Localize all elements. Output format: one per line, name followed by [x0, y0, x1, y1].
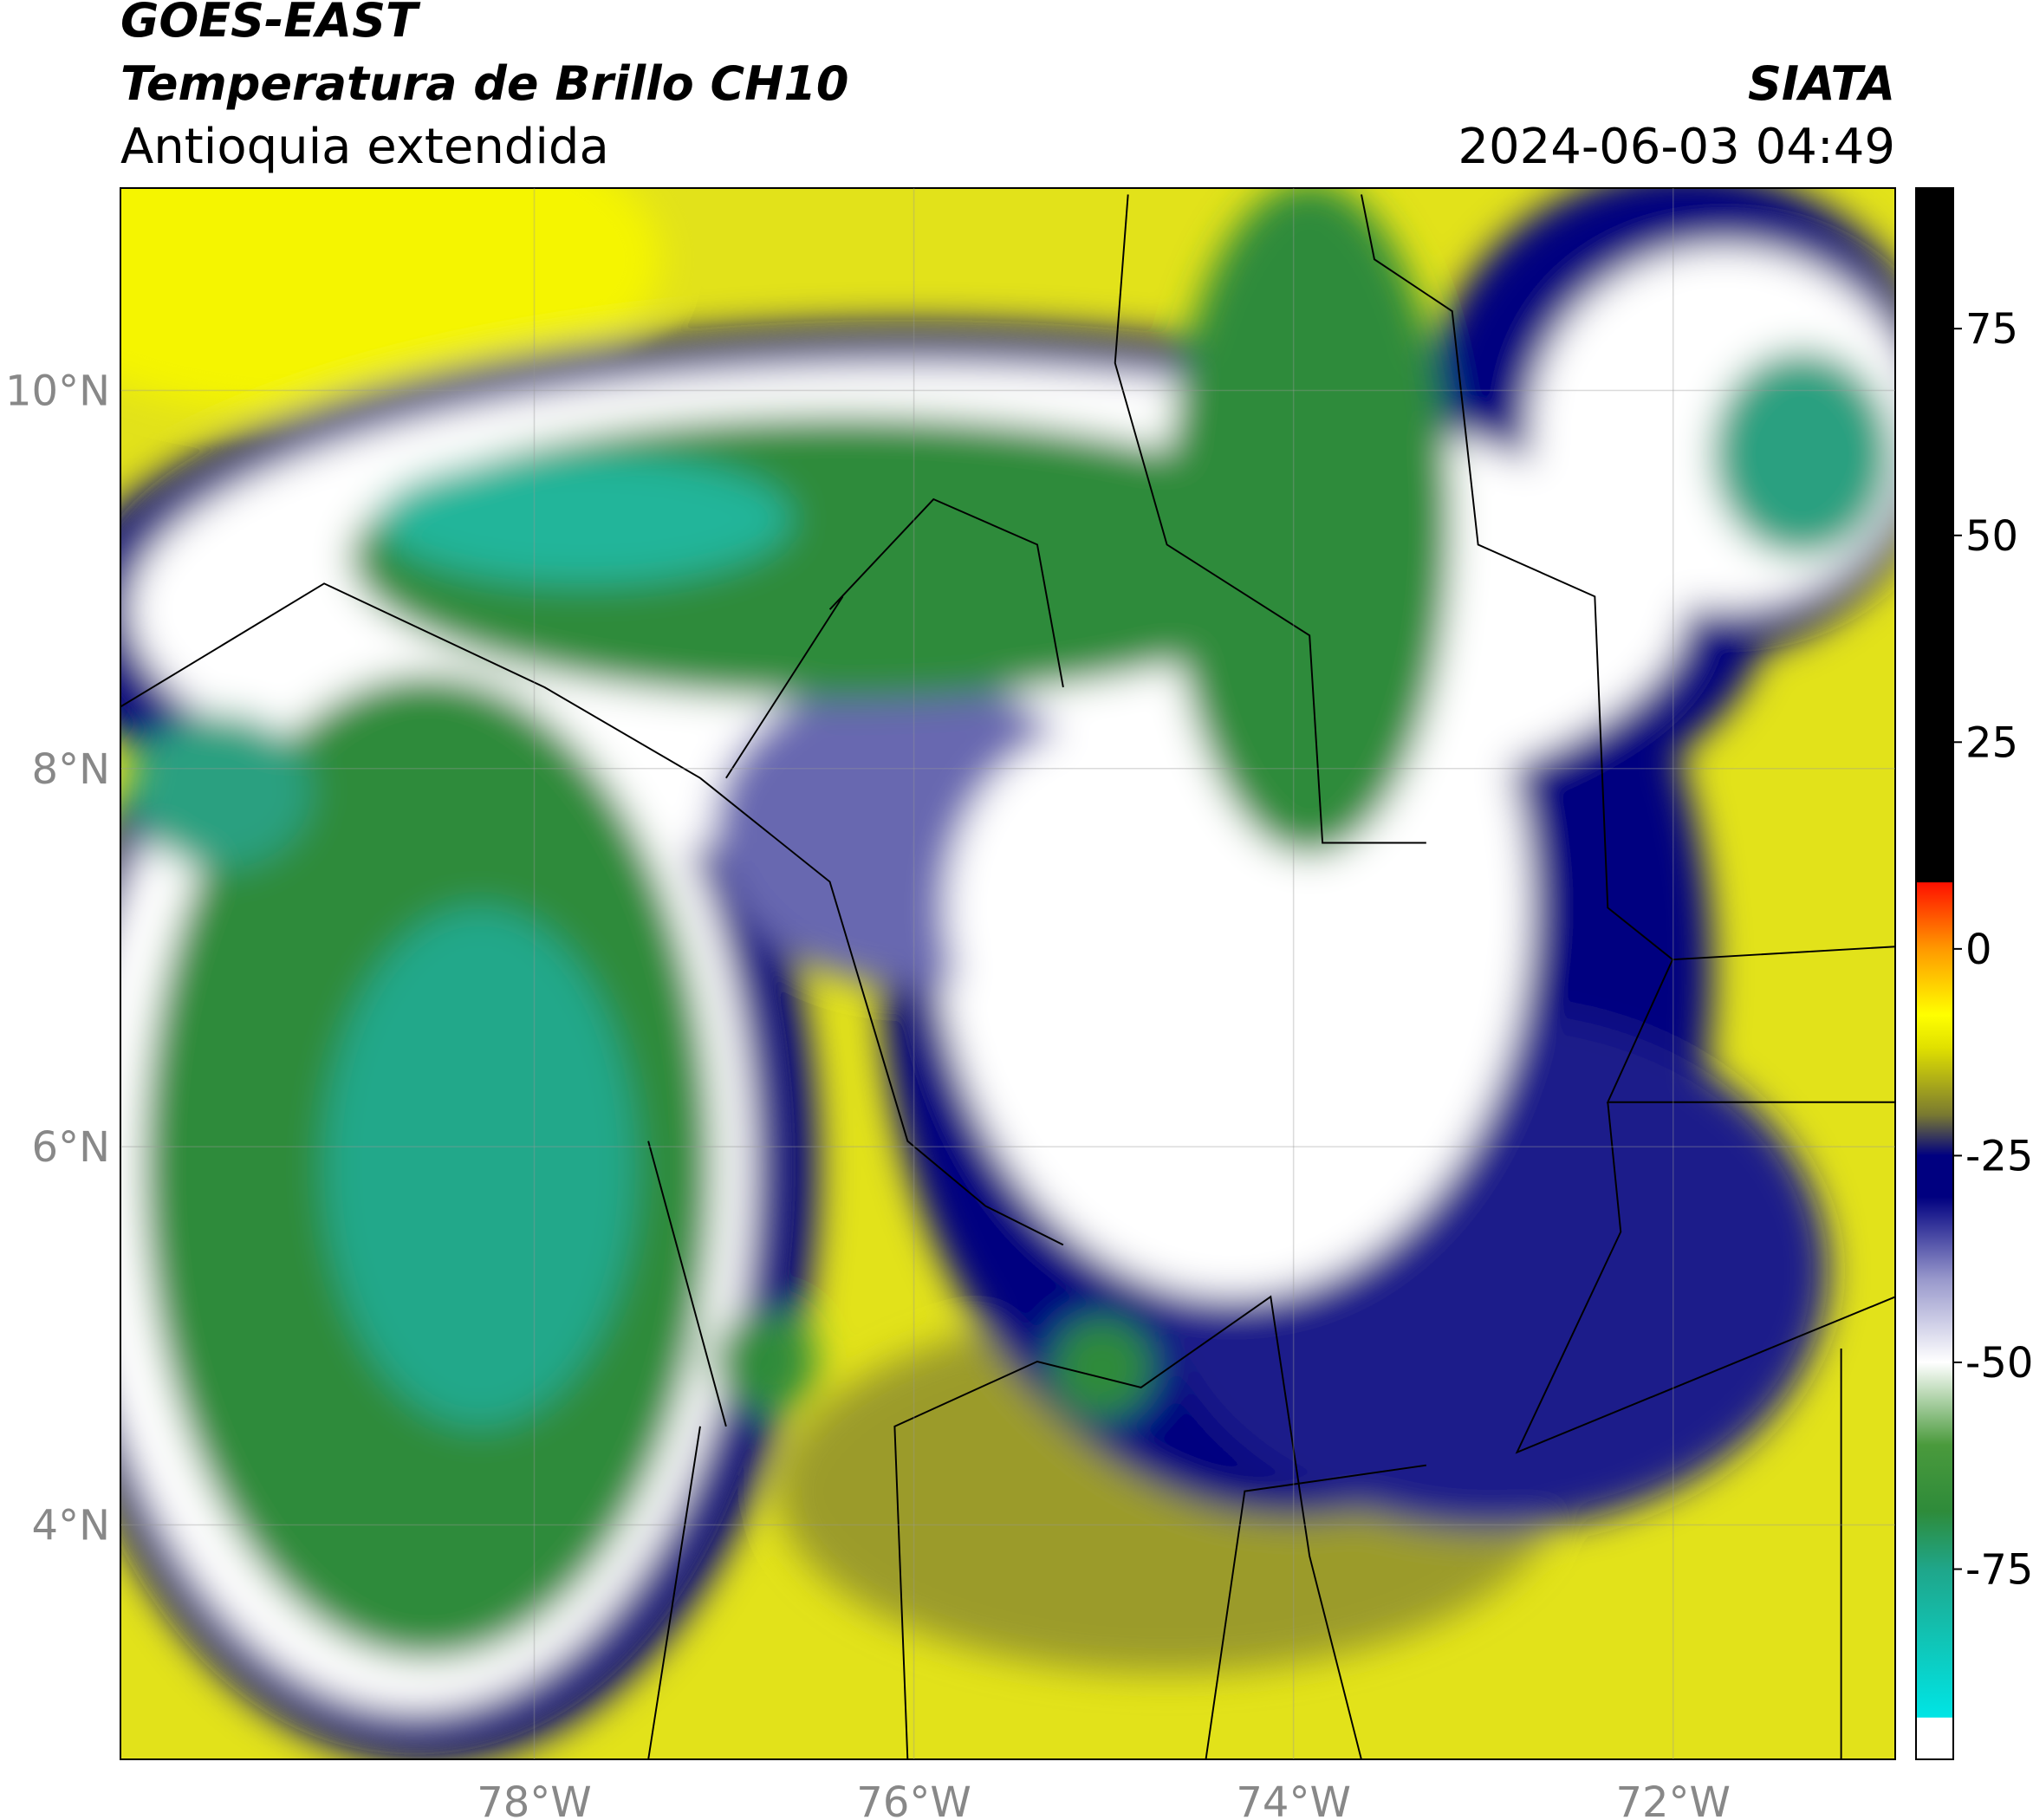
map-imagery — [120, 187, 1896, 1760]
colorbar-tick-label: 25 — [1965, 718, 2018, 767]
region: Antioquia extendida — [120, 119, 609, 175]
y-tick-label: 8°N — [32, 745, 110, 794]
map-frame — [120, 187, 1896, 1760]
y-tick-label: 10°N — [5, 367, 110, 415]
colorbar-tick-label: -25 — [1965, 1132, 2033, 1180]
x-tick-label: 76°W — [856, 1778, 971, 1820]
y-tick-label: 6°N — [32, 1123, 110, 1172]
y-tick-label: 4°N — [32, 1501, 110, 1550]
colorbar-tick-label: 75 — [1965, 305, 2018, 354]
subtitle: Temperatura de Brillo CH10 — [120, 56, 849, 111]
source: SIATA — [1748, 56, 1895, 111]
colorbar-tick-label: 0 — [1965, 926, 1992, 974]
x-tick-label: 74°W — [1236, 1778, 1351, 1820]
x-tick-label: 78°W — [477, 1778, 592, 1820]
colorbar-tick-label: 50 — [1965, 512, 2018, 561]
colorbar-tick-label: -50 — [1965, 1339, 2033, 1388]
title: GOES-EAST — [120, 0, 421, 48]
colorbar — [1915, 187, 1954, 1760]
x-tick-label: 72°W — [1615, 1778, 1731, 1820]
colorbar-tick-label: -75 — [1965, 1546, 2033, 1595]
datetime: 2024-06-03 04:49 — [1458, 119, 1895, 175]
